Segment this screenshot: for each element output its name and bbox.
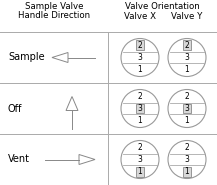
Text: 3: 3 bbox=[138, 104, 142, 113]
Text: 1: 1 bbox=[138, 116, 142, 125]
Text: 1: 1 bbox=[185, 116, 189, 125]
Bar bbox=[183, 104, 191, 113]
Text: 3: 3 bbox=[185, 53, 189, 62]
Text: 1: 1 bbox=[185, 65, 189, 74]
Text: 1: 1 bbox=[185, 167, 189, 176]
Text: 2: 2 bbox=[138, 92, 142, 101]
Text: 1: 1 bbox=[138, 167, 142, 176]
Text: 2: 2 bbox=[185, 143, 189, 152]
Bar bbox=[183, 40, 191, 50]
Text: 1: 1 bbox=[138, 65, 142, 74]
Text: Sample Valve: Sample Valve bbox=[25, 2, 83, 11]
Bar bbox=[183, 167, 191, 177]
Text: 3: 3 bbox=[185, 104, 189, 113]
Bar bbox=[136, 167, 144, 177]
Text: Off: Off bbox=[8, 103, 22, 114]
Text: 3: 3 bbox=[138, 155, 142, 164]
Text: 2: 2 bbox=[185, 92, 189, 101]
Text: 2: 2 bbox=[138, 143, 142, 152]
Text: Valve Orientation: Valve Orientation bbox=[125, 2, 199, 11]
Text: 3: 3 bbox=[185, 155, 189, 164]
Text: Valve Y: Valve Y bbox=[171, 12, 203, 21]
Text: Handle Direction: Handle Direction bbox=[18, 11, 90, 20]
Text: 3: 3 bbox=[138, 53, 142, 62]
Text: 2: 2 bbox=[185, 41, 189, 50]
Bar bbox=[136, 40, 144, 50]
Text: 2: 2 bbox=[138, 41, 142, 50]
Bar bbox=[136, 104, 144, 113]
Text: Sample: Sample bbox=[8, 53, 45, 63]
Text: Valve X: Valve X bbox=[124, 12, 156, 21]
Text: Vent: Vent bbox=[8, 154, 30, 164]
